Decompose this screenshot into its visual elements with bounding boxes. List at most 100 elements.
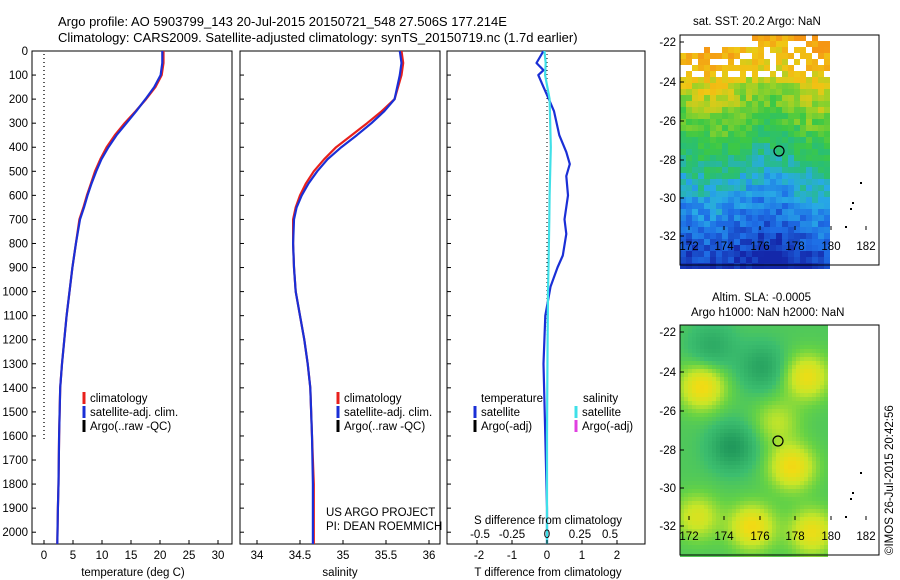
sla-pixel xyxy=(796,369,800,373)
sla-pixel xyxy=(792,385,796,389)
sla-pixel xyxy=(804,341,808,345)
sst-pixel xyxy=(746,179,752,185)
sla-pixel xyxy=(740,465,744,469)
sla-pixel xyxy=(784,349,788,353)
sla-pixel xyxy=(804,353,808,357)
sla-pixel xyxy=(684,497,688,501)
sst-pixel xyxy=(710,47,716,53)
sst-pixel xyxy=(812,119,818,125)
sst-pixel xyxy=(818,125,824,131)
sla-pixel xyxy=(716,469,720,473)
sla-pixel xyxy=(688,549,692,553)
sst-pixel xyxy=(794,209,800,215)
sst-pixel xyxy=(746,203,752,209)
sla-pixel xyxy=(788,485,792,489)
sla-pixel xyxy=(764,517,768,521)
sla-pixel xyxy=(684,389,688,393)
sla-pixel xyxy=(820,405,824,409)
sla-pixel xyxy=(820,529,824,533)
sst-pixel xyxy=(812,113,818,119)
sla-pixel xyxy=(680,529,684,533)
sla-pixel xyxy=(752,413,756,417)
sst-pixel xyxy=(686,35,692,41)
sla-pixel xyxy=(736,529,740,533)
sla-pixel xyxy=(756,417,760,421)
sst-pixel xyxy=(752,215,758,221)
sst-pixel xyxy=(728,107,734,113)
sla-pixel xyxy=(712,393,716,397)
sst-pixel xyxy=(716,167,722,173)
sla-pixel xyxy=(728,517,732,521)
sla-pixel xyxy=(800,329,804,333)
sla-pixel xyxy=(792,445,796,449)
sla-pixel xyxy=(740,329,744,333)
sst-pixel xyxy=(752,239,758,245)
sst-pixel xyxy=(698,161,704,167)
sst-pixel xyxy=(770,245,776,251)
sla-pixel xyxy=(768,469,772,473)
sst-pixel xyxy=(728,155,734,161)
sst-pixel xyxy=(698,185,704,191)
sst-pixel xyxy=(722,155,728,161)
sla-pixel xyxy=(720,341,724,345)
sst-pixel xyxy=(704,143,710,149)
sla-pixel xyxy=(748,461,752,465)
sst-pixel xyxy=(818,101,824,107)
sst-pixel xyxy=(704,167,710,173)
sla-pixel xyxy=(800,529,804,533)
sla-pixel xyxy=(704,337,708,341)
sla-pixel xyxy=(740,517,744,521)
sla-pixel xyxy=(712,513,716,517)
sla-pixel xyxy=(788,377,792,381)
sla-pixel xyxy=(728,369,732,373)
sla-pixel xyxy=(704,505,708,509)
sla-pixel xyxy=(716,445,720,449)
sst-pixel xyxy=(716,125,722,131)
sla-pixel xyxy=(684,545,688,549)
sst-pixel xyxy=(758,197,764,203)
sla-pixel xyxy=(732,481,736,485)
sla-pixel xyxy=(720,429,724,433)
sla-pixel xyxy=(736,381,740,385)
sla-pixel xyxy=(780,533,784,537)
sst-pixel xyxy=(818,257,824,263)
sla-pixel xyxy=(688,397,692,401)
sla-pixel xyxy=(820,521,824,525)
sla-pixel xyxy=(752,469,756,473)
sla-pixel xyxy=(792,529,796,533)
sla-pixel xyxy=(712,533,716,537)
sla-pixel xyxy=(700,513,704,517)
sla-pixel xyxy=(760,377,764,381)
sla-pixel xyxy=(796,425,800,429)
sla-pixel xyxy=(724,509,728,513)
sst-pixel xyxy=(800,257,806,263)
sst-pixel xyxy=(758,59,764,65)
sla-pixel xyxy=(736,505,740,509)
sla-pixel xyxy=(696,385,700,389)
sla-pixel xyxy=(808,461,812,465)
sla-pixel xyxy=(780,329,784,333)
sla-pixel xyxy=(752,397,756,401)
sst-pixel xyxy=(716,131,722,137)
sst-pixel xyxy=(740,113,746,119)
sla-pixel xyxy=(744,549,748,553)
temperature-xlabel: temperature (deg C) xyxy=(81,567,185,579)
sla-pixel xyxy=(796,457,800,461)
sla-pixel xyxy=(712,349,716,353)
sla-pixel xyxy=(796,361,800,365)
sla-pixel xyxy=(704,377,708,381)
sla_map-lon-182: 182 xyxy=(856,531,875,543)
sla-pixel xyxy=(756,449,760,453)
sst-pixel xyxy=(740,101,746,107)
sst-pixel xyxy=(806,191,812,197)
sst-pixel xyxy=(722,107,728,113)
sst-pixel xyxy=(818,233,824,239)
sla-pixel xyxy=(708,437,712,441)
sla-pixel xyxy=(696,333,700,337)
sla-pixel xyxy=(792,417,796,421)
sst-pixel xyxy=(770,149,776,155)
sla-pixel xyxy=(800,501,804,505)
sst-pixel xyxy=(800,167,806,173)
sst-pixel xyxy=(776,113,782,119)
sst-pixel xyxy=(770,107,776,113)
